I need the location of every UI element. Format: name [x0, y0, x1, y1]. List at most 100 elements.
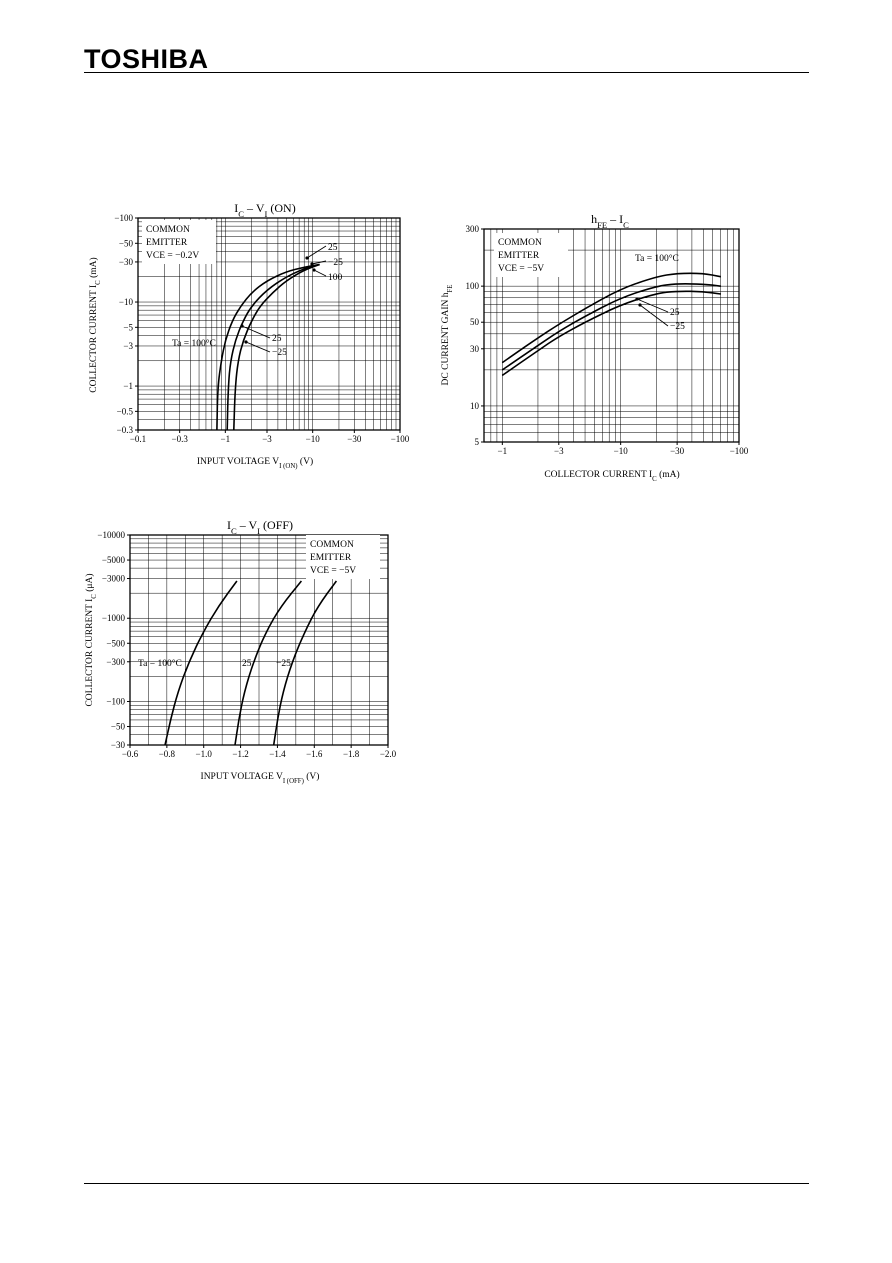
condition-text: EMITTER — [310, 553, 352, 563]
leader-line — [639, 304, 669, 327]
chart-title-sub1: FE — [597, 220, 607, 230]
y-tick-label: −1 — [123, 381, 133, 391]
condition-text: VCE = −0.2V — [146, 251, 199, 261]
series-annotation: −25 — [276, 659, 291, 669]
y-tick-label: −100 — [106, 696, 125, 706]
y-tick-label: −50 — [119, 238, 134, 248]
y-tick-label: −0.3 — [117, 425, 134, 435]
y-tick-label: 10 — [470, 401, 480, 411]
x-axis-label-sub: C — [652, 476, 657, 483]
series-line-2 — [233, 263, 320, 431]
series-line-0 — [501, 272, 721, 364]
x-axis-label-tail: (mA) — [657, 469, 680, 480]
x-axis-label: COLLECTOR CURRENT IC (mA) — [544, 469, 679, 483]
y-tick-label: 300 — [466, 224, 480, 234]
chart-title-main: h — [591, 212, 597, 226]
chart-title-mid: – V — [237, 518, 258, 532]
x-axis-label-main: COLLECTOR CURRENT I — [544, 470, 652, 480]
leader-line — [311, 260, 327, 265]
y-axis-label-main: COLLECTOR CURRENT I — [85, 599, 95, 707]
x-tick-label: −1.2 — [232, 749, 248, 759]
condition-text: COMMON — [498, 238, 542, 248]
series-line-0 — [164, 580, 238, 746]
y-tick-label: −30 — [119, 257, 134, 267]
series-annotation: −25 — [272, 348, 287, 358]
series-line-2 — [501, 290, 721, 377]
series-annotation: −25 — [670, 322, 685, 332]
condition-text: COMMON — [310, 540, 354, 550]
chart-title-sub2: C — [623, 220, 629, 230]
chart-title-mid: – V — [244, 201, 265, 215]
x-tick-label: −2.0 — [380, 749, 397, 759]
leader-arrowhead — [635, 297, 639, 301]
y-axis-label-tail: (μA) — [84, 573, 95, 594]
series-annotation: Ta = 100°C — [635, 253, 679, 264]
plot-frame — [137, 217, 401, 431]
leader-line — [636, 298, 669, 313]
x-tick-label: −1 — [221, 434, 231, 444]
chart-ic-vi-off: COMMON EMITTER VCE = −5V −0.6 −0.8 −1.0 −1.2 −1… — [84, 518, 397, 785]
chart-title-main: I — [227, 518, 231, 532]
y-tick-label: −50 — [111, 722, 126, 732]
chart-title-sub1: C — [231, 526, 237, 536]
chart-title: IC – VI (OFF) — [227, 518, 293, 536]
header-rule — [84, 72, 809, 73]
y-tick-label: −30 — [111, 740, 126, 750]
condition-box — [142, 220, 216, 264]
x-axis-label-sub: I (OFF) — [283, 778, 304, 785]
x-axis-label: INPUT VOLTAGE VI (ON) (V) — [197, 456, 313, 470]
series-annotation: 25 — [328, 243, 338, 253]
chart-title-tail: (OFF) — [260, 518, 293, 532]
x-tick-label: −3 — [554, 446, 564, 456]
series-annotation: Ta = 100°C — [138, 658, 182, 669]
x-tick-label: −1.4 — [269, 749, 286, 759]
y-axis-label-main: COLLECTOR CURRENT I — [89, 285, 99, 393]
chart-title: hFE – IC — [591, 212, 629, 230]
series-annotation: −25 — [328, 258, 343, 268]
chart-title-sub2: I — [265, 209, 268, 219]
x-tick-label: −10 — [614, 446, 629, 456]
y-axis-label-sub: C — [95, 280, 102, 285]
x-tick-label: −10 — [306, 434, 321, 444]
leader-line — [313, 269, 327, 277]
x-tick-label: −0.1 — [130, 434, 146, 444]
y-axis-label-tail: (mA) — [88, 257, 99, 280]
leader-arrowhead — [244, 340, 248, 344]
series-annotation: Ta = 100°C — [172, 338, 216, 349]
y-axis-label: DC CURRENT GAIN hFE — [441, 285, 454, 386]
x-axis-label-sub: I (ON) — [279, 463, 297, 470]
condition-text: COMMON — [146, 225, 190, 235]
leader-line — [245, 341, 271, 353]
x-tick-label: −1.8 — [343, 749, 360, 759]
x-tick-label: −30 — [670, 446, 685, 456]
y-tick-label: −5000 — [102, 555, 126, 565]
y-tick-label: −5 — [123, 322, 133, 332]
x-tick-label: −1.6 — [306, 749, 323, 759]
x-tick-label: −0.6 — [122, 749, 139, 759]
y-tick-label: −10000 — [97, 530, 125, 540]
series-annotation: 25 — [242, 659, 252, 669]
y-tick-label: −1000 — [102, 613, 126, 623]
leader-line — [241, 325, 271, 339]
y-axis-label-sub: FE — [447, 285, 454, 293]
condition-text: EMITTER — [498, 251, 540, 261]
series-line-2 — [272, 580, 338, 746]
series-line-1 — [501, 283, 721, 371]
y-tick-label: 50 — [470, 317, 480, 327]
grid — [483, 228, 740, 443]
series-annotation: 100 — [328, 273, 343, 283]
leader-line — [306, 245, 327, 259]
x-tick-label: −1 — [498, 446, 508, 456]
y-tick-label: −300 — [106, 657, 125, 667]
y-axis-label: COLLECTOR CURRENT IC (μA) — [84, 573, 98, 706]
chart-title-sub1: C — [238, 209, 244, 219]
y-tick-label: −10 — [119, 297, 134, 307]
y-axis-label-main: DC CURRENT GAIN h — [441, 292, 451, 385]
plot-frame — [129, 534, 389, 746]
series-line-1 — [234, 580, 303, 746]
condition-text: VCE = −5V — [498, 264, 544, 274]
y-tick-label: −100 — [114, 213, 133, 223]
chart-title-mid: – I — [607, 212, 623, 226]
condition-text: VCE = −5V — [310, 566, 356, 576]
